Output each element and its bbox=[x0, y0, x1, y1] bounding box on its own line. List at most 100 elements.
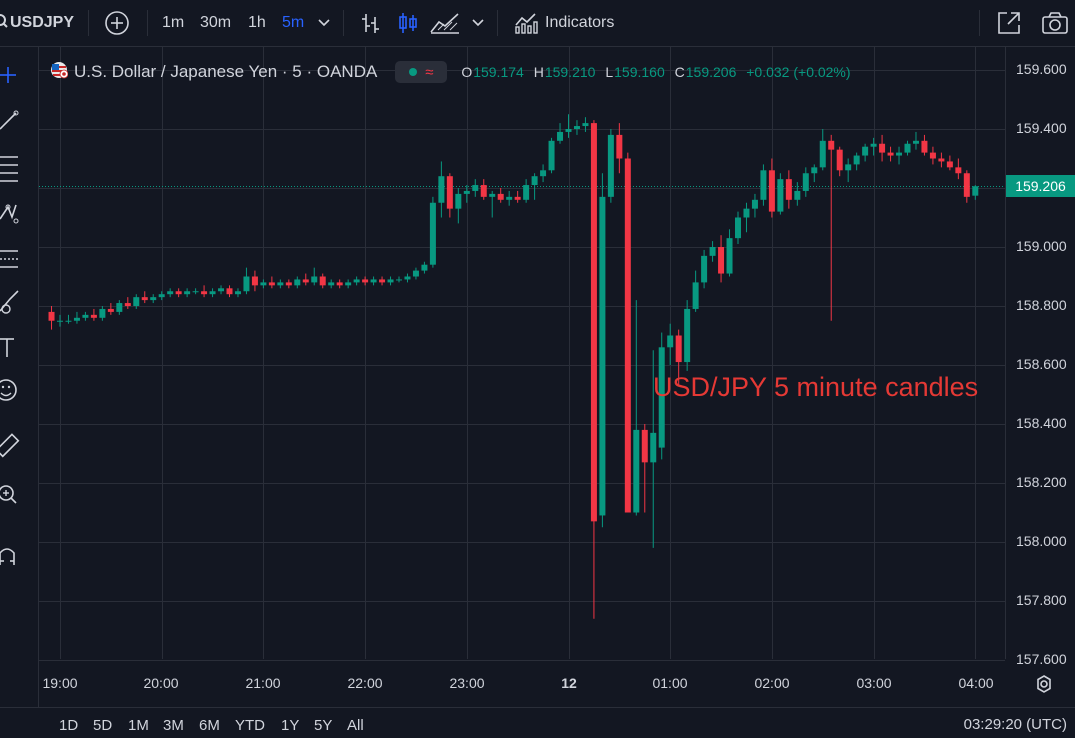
divider bbox=[979, 10, 980, 36]
zoom-icon[interactable] bbox=[0, 485, 17, 504]
candle-body bbox=[201, 291, 208, 295]
price-tick: 157.600 bbox=[1016, 651, 1067, 667]
candle-body bbox=[862, 146, 869, 156]
pattern-icon[interactable] bbox=[0, 204, 19, 224]
candle-body bbox=[624, 158, 631, 513]
candle-body bbox=[658, 347, 665, 448]
camera-icon bbox=[1042, 12, 1068, 34]
interval-30m[interactable]: 30m bbox=[200, 14, 232, 31]
candle-body bbox=[90, 314, 97, 318]
candle-body bbox=[802, 173, 809, 191]
fullscreen-button[interactable] bbox=[997, 0, 1021, 46]
candle-body bbox=[735, 217, 741, 239]
range-1m[interactable]: 1M bbox=[128, 717, 149, 734]
candle-body bbox=[557, 131, 564, 141]
candle-body bbox=[582, 123, 589, 127]
range-5d[interactable]: 5D bbox=[93, 717, 113, 734]
interval-1h[interactable]: 1h bbox=[248, 14, 266, 31]
candle-body bbox=[718, 247, 725, 274]
candle-body bbox=[353, 279, 360, 283]
market-status-pill[interactable]: ≈ bbox=[395, 61, 448, 83]
candle-body bbox=[446, 176, 453, 209]
candle-body bbox=[573, 126, 580, 129]
indicators-icon bbox=[515, 13, 538, 34]
fib-icon[interactable] bbox=[0, 250, 18, 268]
candle-body bbox=[150, 297, 157, 301]
emoji-icon[interactable] bbox=[0, 379, 17, 401]
candle-body bbox=[345, 282, 352, 286]
low-value: 159.160 bbox=[614, 64, 665, 80]
candle-body bbox=[777, 179, 784, 212]
indicators-button[interactable]: Indicators bbox=[514, 0, 614, 46]
price-tick: 157.800 bbox=[1016, 592, 1067, 608]
ruler-icon[interactable] bbox=[0, 433, 20, 458]
candle-body bbox=[514, 196, 521, 200]
candle-body bbox=[396, 279, 402, 281]
candle-body bbox=[336, 282, 343, 286]
price-axis[interactable] bbox=[1005, 47, 1075, 659]
range-1y[interactable]: 1Y bbox=[281, 717, 300, 734]
search-icon bbox=[0, 13, 10, 33]
candle-body bbox=[506, 196, 513, 200]
change-value: +0.032 (+0.02%) bbox=[746, 64, 851, 80]
gear-icon bbox=[1037, 675, 1051, 693]
candle-body bbox=[845, 164, 852, 171]
add-symbol-icon bbox=[105, 11, 129, 35]
range-5y[interactable]: 5Y bbox=[314, 717, 333, 734]
candle-body bbox=[972, 186, 979, 196]
candle-body bbox=[811, 167, 818, 174]
candle-body bbox=[455, 193, 462, 209]
candle-body bbox=[785, 179, 792, 200]
time-axis[interactable] bbox=[39, 660, 1005, 707]
brush-icon[interactable] bbox=[0, 290, 19, 314]
interval-5m[interactable]: 5m bbox=[282, 14, 305, 31]
area-chart-icon bbox=[430, 13, 459, 34]
candle-body bbox=[904, 143, 911, 153]
candle-body bbox=[116, 303, 123, 312]
candle-body bbox=[302, 279, 309, 283]
candle-body bbox=[379, 279, 386, 283]
candle-body bbox=[590, 123, 597, 522]
text-icon[interactable] bbox=[0, 338, 14, 357]
candle-body bbox=[853, 155, 860, 165]
candle-body bbox=[794, 190, 801, 200]
candle-body bbox=[540, 170, 547, 177]
range-bar bbox=[0, 707, 1075, 738]
area-style-button[interactable] bbox=[430, 0, 460, 46]
interval-dropdown[interactable] bbox=[318, 0, 330, 46]
candle-body bbox=[48, 311, 55, 321]
range-6m[interactable]: 6M bbox=[199, 717, 220, 734]
candle-body bbox=[192, 291, 199, 293]
range-all[interactable]: All bbox=[347, 717, 364, 734]
chart-style-dropdown[interactable] bbox=[472, 0, 484, 46]
chart-plot-area[interactable] bbox=[39, 47, 1005, 659]
open-external-icon bbox=[998, 12, 1020, 34]
range-1d[interactable]: 1D bbox=[59, 717, 79, 734]
candle-body bbox=[158, 294, 165, 298]
snapshot-button[interactable] bbox=[1041, 0, 1069, 46]
candle-body bbox=[743, 208, 750, 218]
bar-style-button[interactable] bbox=[360, 0, 382, 46]
trend-line-icon[interactable] bbox=[0, 110, 19, 130]
range-3m[interactable]: 3M bbox=[163, 717, 184, 734]
horizontal-lines-icon[interactable] bbox=[0, 156, 18, 182]
candlestick-chart bbox=[39, 47, 1005, 659]
candles-style-button[interactable] bbox=[397, 0, 419, 46]
candle-body bbox=[124, 303, 131, 306]
time-tick: 21:00 bbox=[245, 675, 281, 691]
compare-button[interactable] bbox=[104, 0, 130, 46]
candle-body bbox=[268, 282, 275, 286]
range-ytd[interactable]: YTD bbox=[235, 717, 265, 734]
chart-settings-button[interactable] bbox=[1034, 674, 1054, 699]
time-tick: 04:00 bbox=[958, 675, 994, 691]
candle-body bbox=[234, 291, 241, 295]
magnet-icon[interactable] bbox=[0, 548, 15, 565]
candle-body bbox=[531, 176, 538, 186]
symbol-search[interactable]: USDJPY bbox=[0, 0, 74, 46]
crosshair-icon[interactable] bbox=[0, 67, 16, 83]
drawing-toolbar bbox=[0, 47, 39, 707]
bars-icon bbox=[362, 14, 379, 33]
interval-1m[interactable]: 1m bbox=[162, 14, 185, 31]
candle-body bbox=[929, 152, 936, 159]
candle-body bbox=[701, 255, 708, 283]
